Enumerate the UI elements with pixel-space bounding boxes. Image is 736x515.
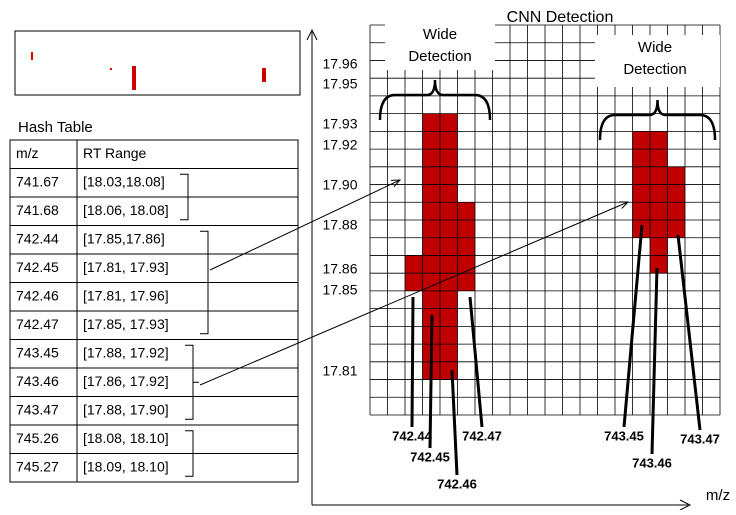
- rt-label: 17.95: [322, 76, 357, 92]
- table-cell: 745.26: [16, 430, 59, 446]
- table-cell: 743.46: [16, 373, 59, 389]
- leader: [412, 297, 413, 427]
- thumbnail: [15, 31, 300, 95]
- hash-table: m/z RT Range 741.67 [18.03,18.08] 741.68 [18.…: [10, 140, 298, 482]
- leader: [430, 315, 432, 448]
- wide-label: Wide: [423, 26, 457, 43]
- table-cell: [18.06, 18.08]: [83, 202, 169, 218]
- axis-label: m/z: [706, 487, 730, 504]
- table-cell: [17.86, 17.92]: [83, 373, 169, 389]
- table-cell: 743.45: [16, 344, 59, 360]
- table-cell: [17.81, 17.93]: [83, 259, 169, 275]
- table-cell: [17.88, 17.92]: [83, 344, 169, 360]
- mz-label: 742.46: [437, 476, 477, 491]
- table-cell: 745.27: [16, 458, 59, 474]
- mz-label: 742.47: [462, 428, 502, 443]
- mz-label: 743.46: [632, 455, 672, 470]
- speck: [110, 68, 112, 70]
- bracket: [185, 345, 199, 419]
- table-cell: 742.45: [16, 259, 59, 275]
- table-cell: [17.85,17.86]: [83, 230, 165, 246]
- rt-label: 17.86: [322, 261, 357, 277]
- table-header: RT Range: [83, 145, 147, 161]
- table-header: m/z: [16, 145, 39, 161]
- leader: [652, 268, 657, 454]
- rt-label: 17.96: [322, 56, 357, 72]
- rt-label: 17.88: [322, 217, 357, 233]
- table-cell: [17.85, 17.93]: [83, 316, 169, 332]
- table-cell: [17.81, 17.96]: [83, 287, 169, 303]
- table-cell: 742.44: [16, 230, 59, 246]
- wide-label: Wide: [638, 39, 672, 56]
- table-cell: 742.46: [16, 287, 59, 303]
- table-cell: 741.67: [16, 173, 59, 189]
- table-title: Hash Table: [18, 119, 93, 136]
- leader: [452, 370, 457, 475]
- rt-label: 17.81: [322, 363, 357, 379]
- rt-label: 17.92: [322, 137, 357, 153]
- mz-label: 742.45: [410, 449, 450, 464]
- rt-label: 17.93: [322, 116, 357, 132]
- table-cell: 741.68: [16, 202, 59, 218]
- detected-cell: [440, 114, 458, 380]
- mz-label: 743.45: [604, 428, 644, 443]
- rt-label: 17.90: [322, 177, 357, 193]
- page: Hash Table m/z RT Range 741.67 [18.03,18.08…: [0, 0, 736, 515]
- detection-title: CNN Detection: [507, 9, 614, 26]
- leader: [678, 235, 700, 430]
- wide-label: Detection: [408, 48, 471, 65]
- rt-label: 17.85: [322, 282, 357, 298]
- table-cell: [18.09, 18.10]: [83, 458, 169, 474]
- wide-label: Detection: [623, 61, 686, 78]
- detected-cell: [458, 202, 476, 291]
- speck: [262, 68, 266, 82]
- mz-label: 743.47: [680, 431, 720, 446]
- diagram: Hash Table m/z RT Range 741.67 [18.03,18.08…: [0, 0, 736, 510]
- speck: [132, 66, 136, 90]
- table-cell: 742.47: [16, 316, 59, 332]
- table-cell: [18.03,18.08]: [83, 173, 165, 189]
- table-cell: [17.88, 17.90]: [83, 401, 169, 417]
- speck: [31, 52, 33, 60]
- mz-label: 742.44: [392, 428, 433, 443]
- table-cell: 743.47: [16, 401, 59, 417]
- table-cell: [18.08, 18.10]: [83, 430, 169, 446]
